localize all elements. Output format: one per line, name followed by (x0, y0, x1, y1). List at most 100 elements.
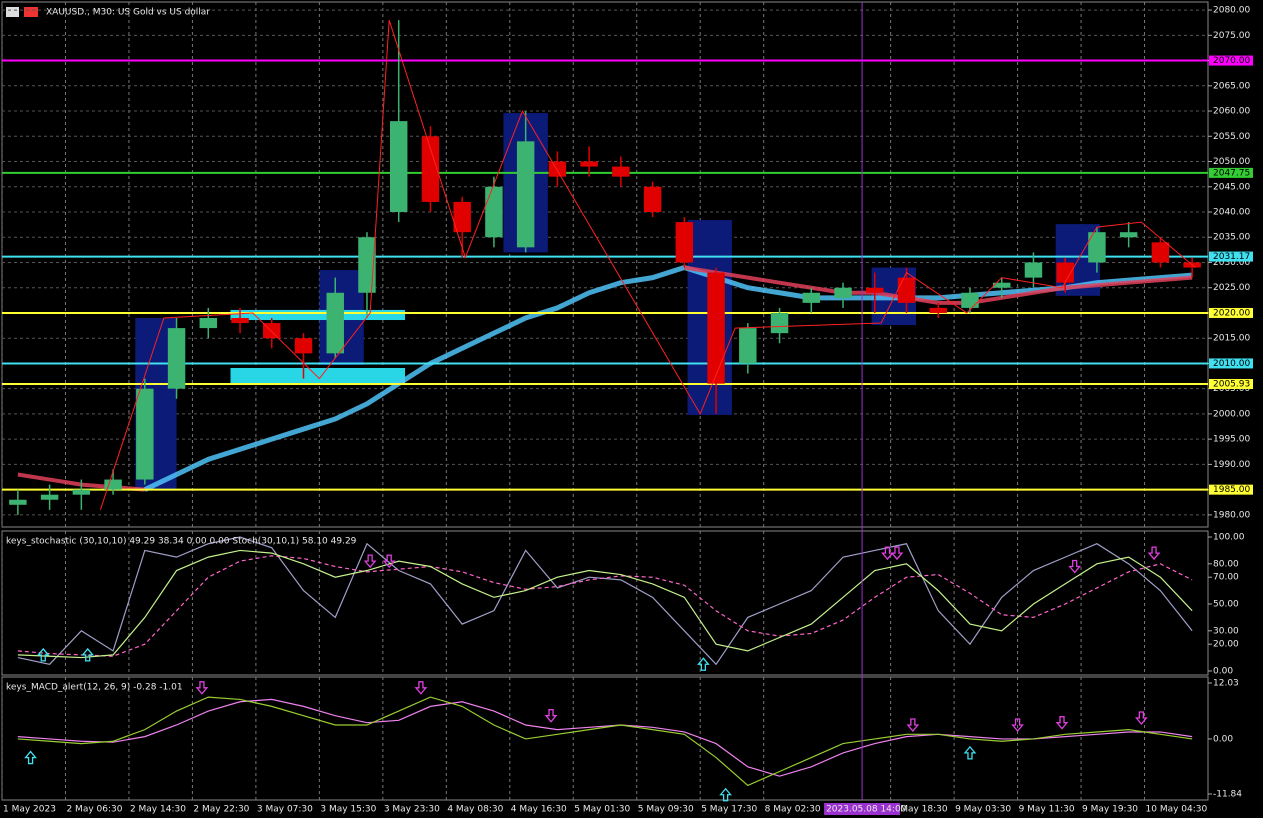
zone-box (230, 367, 406, 384)
y-tick-label: 2005.00 (1213, 384, 1250, 394)
down-arrow (1134, 711, 1148, 726)
x-tick-label: 5 May 01:30 (574, 805, 630, 815)
icon (6, 7, 19, 17)
x-tick-label: 10 May 04:30 (1146, 805, 1208, 815)
x-tick-label: 9 May 11:30 (1019, 805, 1075, 815)
candle-body (612, 166, 630, 177)
down-arrow (1011, 718, 1024, 733)
y-tick-label: 2000.00 (1213, 409, 1250, 419)
candle-body (675, 222, 694, 263)
y-tick-label: 20.00 (1213, 640, 1239, 650)
x-tick-label: 9 May 03:30 (955, 805, 1011, 815)
candle-body (866, 287, 884, 293)
down-arrow (363, 554, 377, 569)
level-tag (1209, 484, 1253, 495)
level-tag (1209, 307, 1253, 318)
level-tag (1209, 358, 1253, 369)
x-tick-label: 3 May 23:30 (384, 805, 440, 815)
indicator-line (17, 549, 1193, 659)
candle-body (516, 141, 535, 248)
candle-body (929, 307, 947, 313)
y-tick-label: 2035.00 (1213, 233, 1250, 243)
y-tick-label: 2055.00 (1213, 132, 1250, 142)
candle-body (389, 121, 408, 212)
cursor-label: 2023.05.08 14:00 (826, 805, 907, 815)
y-tick-label: 1990.00 (1213, 460, 1250, 470)
x-tick-label: 2 May 06:30 (66, 805, 122, 815)
down-arrow (1147, 546, 1161, 561)
x-tick-label: 2 May 14:30 (130, 805, 186, 815)
level-label: 2031.17 (1213, 252, 1250, 262)
candle-body (485, 186, 503, 238)
y-tick-label: 2025.00 (1213, 283, 1250, 293)
x-tick-label: 4 May 08:30 (447, 805, 503, 815)
y-tick-label: 2065.00 (1213, 81, 1250, 91)
indicator-line (17, 696, 1193, 787)
candle-body (1119, 232, 1138, 238)
candle-body (643, 186, 662, 212)
candle-body (580, 161, 598, 167)
y-tick-label: 2040.00 (1213, 208, 1250, 218)
down-arrow (414, 681, 428, 695)
level-label: 1985.00 (1213, 485, 1250, 495)
y-tick-label: 70.00 (1213, 573, 1239, 583)
x-tick-label: 3 May 07:30 (257, 805, 313, 815)
y-tick-label: 0.00 (1213, 666, 1233, 676)
x-tick-label: 5 May 17:30 (701, 805, 757, 815)
x-tick-label: 9 May 19:30 (1082, 805, 1138, 815)
down-arrow (881, 546, 894, 561)
y-tick-label: 2060.00 (1213, 107, 1250, 117)
x-tick-label: 1 May 2023 (3, 805, 56, 815)
down-arrow (1068, 559, 1082, 574)
y-tick-label: 2050.00 (1213, 157, 1250, 167)
y-tick-label: 2045.00 (1213, 182, 1250, 192)
y-tick-label: -11.84 (1213, 790, 1242, 800)
y-tick-label: 2030.00 (1213, 258, 1250, 268)
down-arrow (890, 546, 904, 561)
candle-body (1056, 262, 1074, 283)
icon (24, 7, 38, 17)
level-tag (1209, 167, 1253, 178)
level-label: 2047.75 (1213, 168, 1250, 178)
candle-body (802, 292, 821, 303)
down-arrow (195, 681, 209, 695)
candle-body (358, 237, 376, 293)
indicator-line (17, 536, 1193, 666)
candle-body (770, 312, 789, 334)
candle-body (453, 201, 471, 233)
down-arrow (544, 709, 558, 723)
panel-title: XAUUSD., M30: US Gold vs US dollar (46, 8, 210, 18)
candle-body (421, 136, 440, 202)
y-tick-label: 80.00 (1213, 559, 1239, 569)
zigzag (99, 20, 1196, 510)
up-arrow (36, 647, 50, 662)
x-tick-label: 4 May 16:30 (511, 805, 567, 815)
y-tick-label: 2015.00 (1213, 334, 1250, 344)
candle-body (1024, 262, 1043, 278)
moving-average (143, 264, 1193, 492)
up-arrow (696, 657, 710, 671)
down-arrow (1055, 716, 1069, 730)
y-tick-label: 1995.00 (1213, 435, 1250, 445)
candle-body (40, 494, 59, 500)
y-tick-label: 50.00 (1213, 600, 1239, 610)
candle-body (72, 489, 91, 495)
up-arrow (81, 647, 95, 662)
candle-body (104, 479, 122, 490)
candle-body (548, 161, 567, 177)
x-tick-label: 8 May 18:30 (892, 805, 948, 815)
candle-body (1151, 242, 1170, 263)
zone-box (230, 309, 406, 321)
candle-body (326, 292, 344, 354)
panel-title: keys_stochastic (30,10,10) 49.29 38.34 0… (6, 537, 357, 547)
candle-body (992, 282, 1011, 288)
candle-body (897, 277, 916, 303)
up-arrow (719, 787, 732, 802)
level-label: 2005.93 (1213, 379, 1250, 389)
level-label: 2020.00 (1213, 308, 1250, 318)
indicator-line (17, 698, 1193, 777)
level-tag (1209, 55, 1253, 66)
x-tick-label: 5 May 09:30 (638, 805, 694, 815)
